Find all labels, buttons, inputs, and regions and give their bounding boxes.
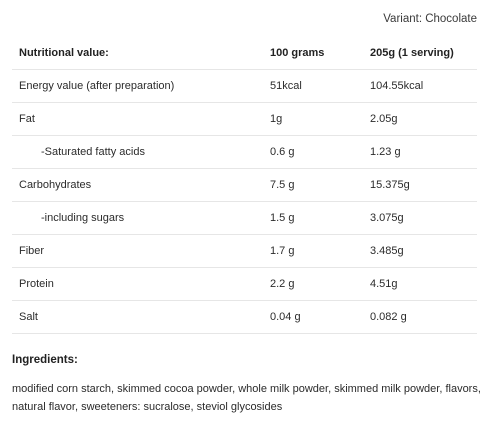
row-serving: 2.05g — [363, 102, 477, 136]
table-header-row: Nutritional value: 100 grams 205g (1 ser… — [12, 37, 477, 70]
nutrition-table: Nutritional value: 100 grams 205g (1 ser… — [12, 37, 477, 334]
table-row: Fat 1g 2.05g — [12, 102, 477, 136]
header-nutritional-value: Nutritional value: — [12, 37, 263, 70]
row-serving: 0.082 g — [363, 300, 477, 334]
header-100-grams: 100 grams — [263, 37, 363, 70]
row-name: Salt — [12, 300, 263, 334]
row-per100: 1.7 g — [263, 234, 363, 268]
table-row: Energy value (after preparation) 51kcal … — [12, 69, 477, 103]
row-serving: 3.075g — [363, 201, 477, 235]
table-row: -Saturated fatty acids 0.6 g 1.23 g — [12, 135, 477, 169]
table-row: -including sugars 1.5 g 3.075g — [12, 201, 477, 235]
header-serving: 205g (1 serving) — [363, 37, 477, 70]
row-name: Protein — [12, 267, 263, 301]
row-name: Fat — [12, 102, 263, 136]
row-name: Fiber — [12, 234, 263, 268]
row-serving: 4.51g — [363, 267, 477, 301]
row-name: -including sugars — [12, 201, 263, 235]
row-name: Carbohydrates — [12, 168, 263, 202]
row-serving: 15.375g — [363, 168, 477, 202]
variant-label: Variant: Chocolate — [383, 13, 477, 25]
row-per100: 2.2 g — [263, 267, 363, 301]
row-name: Energy value (after preparation) — [12, 69, 263, 103]
row-per100: 7.5 g — [263, 168, 363, 202]
table-row: Salt 0.04 g 0.082 g — [12, 300, 477, 334]
table-row: Carbohydrates 7.5 g 15.375g — [12, 168, 477, 202]
row-name: -Saturated fatty acids — [12, 135, 263, 169]
ingredients-title: Ingredients: — [12, 354, 78, 366]
row-per100: 0.04 g — [263, 300, 363, 334]
row-serving: 3.485g — [363, 234, 477, 268]
row-per100: 51kcal — [263, 69, 363, 103]
row-per100: 0.6 g — [263, 135, 363, 169]
row-serving: 1.23 g — [363, 135, 477, 169]
table-row: Protein 2.2 g 4.51g — [12, 267, 477, 301]
row-per100: 1.5 g — [263, 201, 363, 235]
row-serving: 104.55kcal — [363, 69, 477, 103]
table-row: Fiber 1.7 g 3.485g — [12, 234, 477, 268]
ingredients-text: modified corn starch, skimmed cocoa powd… — [12, 383, 481, 413]
row-per100: 1g — [263, 102, 363, 136]
